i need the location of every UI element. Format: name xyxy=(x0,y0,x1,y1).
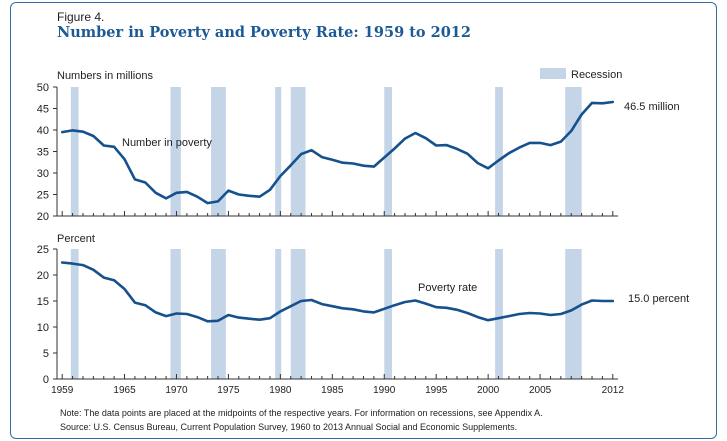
number-in-poverty-label: Number in poverty xyxy=(122,137,212,149)
x-tick-label-1990: 1990 xyxy=(373,385,396,396)
poverty-rate-end-label: 15.0 percent xyxy=(628,293,689,305)
top-recession-bands xyxy=(70,87,582,216)
source-text: Source: U.S. Census Bureau, Current Popu… xyxy=(60,422,518,432)
x-tick-label-2012: 2012 xyxy=(602,385,625,396)
bottom-recession-band-3 xyxy=(211,249,226,379)
top-recession-band-6 xyxy=(384,87,393,216)
bottom-y-tick-label-0: 0 xyxy=(43,374,49,386)
top-y-tick-label-25: 25 xyxy=(37,190,49,202)
top-recession-band-4 xyxy=(275,87,282,216)
x-tick-label-1959: 1959 xyxy=(51,385,74,396)
recession-legend-swatch xyxy=(540,68,566,79)
top-y-tick-label-40: 40 xyxy=(37,125,49,137)
bottom-recession-band-1 xyxy=(70,249,79,379)
recession-legend-label: Recession xyxy=(571,69,622,81)
x-tick-label-1995: 1995 xyxy=(425,385,448,396)
top-y-axis: 20 25 30 35 40 45 50 xyxy=(37,82,58,223)
figure-frame xyxy=(10,2,717,439)
top-y-tick-label-45: 45 xyxy=(37,104,49,116)
note-text: Note: The data points are placed at the … xyxy=(60,408,543,418)
x-tick-label-1980: 1980 xyxy=(269,385,292,396)
top-recession-band-2 xyxy=(170,87,181,216)
bottom-y-tick-label-15: 15 xyxy=(37,296,49,308)
x-tick-label-2005: 2005 xyxy=(529,385,552,396)
x-tick-label-2000: 2000 xyxy=(477,385,500,396)
top-y-axis-title: Numbers in millions xyxy=(57,70,153,82)
bottom-x-axis: 1959 1965 1970 1975 1980 1985 1990 1995 2000 2005… xyxy=(51,374,624,396)
top-series-line xyxy=(60,100,615,205)
bottom-y-axis-title: Percent xyxy=(57,233,95,245)
bottom-recession-bands xyxy=(70,249,582,379)
bottom-recession-band-5 xyxy=(290,249,306,379)
top-y-tick-label-50: 50 xyxy=(37,82,49,94)
number-in-poverty-panel: Numbers in millions 20 25 30 35 40 45 50 Numbe… xyxy=(37,68,680,223)
recession-legend: Recession xyxy=(540,68,622,81)
poverty-rate-label: Poverty rate xyxy=(418,282,477,294)
bottom-recession-band-6 xyxy=(384,249,393,379)
top-recession-band-3 xyxy=(211,87,226,216)
bottom-y-tick-label-10: 10 xyxy=(37,322,49,334)
top-recession-band-7 xyxy=(495,87,503,216)
figure-notes: Note: The data points are placed at the … xyxy=(60,406,543,434)
top-recession-band-1 xyxy=(70,87,79,216)
bottom-y-tick-label-5: 5 xyxy=(43,348,49,360)
top-y-tick-label-20: 20 xyxy=(37,211,49,223)
x-tick-label-1975: 1975 xyxy=(217,385,240,396)
top-series xyxy=(60,100,615,205)
number-in-poverty-end-label: 46.5 million xyxy=(624,101,680,113)
bottom-series xyxy=(60,261,615,323)
top-recession-band-5 xyxy=(290,87,306,216)
bottom-series-line xyxy=(60,261,615,323)
x-tick-label-1965: 1965 xyxy=(113,385,136,396)
x-tick-label-1970: 1970 xyxy=(165,385,188,396)
top-y-tick-label-30: 30 xyxy=(37,168,49,180)
bottom-recession-band-7 xyxy=(495,249,503,379)
bottom-y-tick-label-25: 25 xyxy=(37,244,49,256)
top-recession-band-8 xyxy=(565,87,582,216)
top-x-axis xyxy=(57,211,618,217)
figure-title: Number in Poverty and Poverty Rate: 1959… xyxy=(57,24,471,41)
bottom-y-axis: 0 5 10 15 20 25 xyxy=(37,244,58,386)
bottom-y-tick-label-20: 20 xyxy=(37,270,49,282)
figure-label: Figure 4. xyxy=(57,10,105,24)
top-y-tick-label-35: 35 xyxy=(37,147,49,159)
bottom-recession-band-8 xyxy=(565,249,582,379)
x-tick-label-1985: 1985 xyxy=(321,385,344,396)
